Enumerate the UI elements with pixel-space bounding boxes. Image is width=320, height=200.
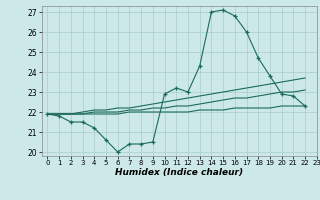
X-axis label: Humidex (Indice chaleur): Humidex (Indice chaleur): [115, 168, 243, 177]
